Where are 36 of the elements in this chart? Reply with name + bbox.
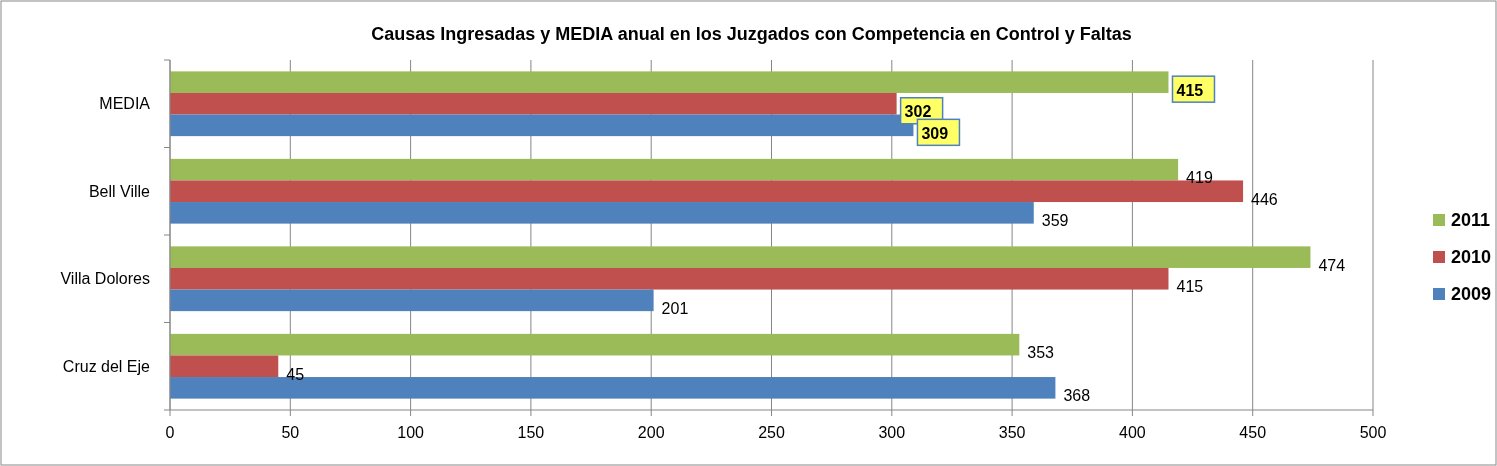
data-label: 415 xyxy=(1176,81,1204,99)
bar xyxy=(170,202,1034,224)
x-tick-label: 500 xyxy=(1359,424,1387,441)
bar xyxy=(170,158,1179,181)
y-tick-label: MEDIA xyxy=(99,95,151,113)
legend-label: 2010 xyxy=(1451,247,1492,268)
chart-title: Causas Ingresadas y MEDIA anual en los Juzgados con Competencia en Control y Faltas xyxy=(371,24,1132,44)
data-label: 353 xyxy=(1027,344,1055,362)
data-label: 446 xyxy=(1251,190,1278,208)
x-tick-label: 100 xyxy=(397,424,425,441)
data-label: 368 xyxy=(1063,387,1091,405)
legend-label: 2009 xyxy=(1451,284,1492,305)
legend-label: 2011 xyxy=(1451,210,1491,231)
x-tick-label: 450 xyxy=(1239,424,1267,441)
x-tick-label: 250 xyxy=(758,424,785,441)
data-label: 302 xyxy=(904,103,932,121)
y-tick-label: Villa Dolores xyxy=(60,270,150,288)
y-tick-label: Bell Ville xyxy=(88,182,151,200)
x-tick-label: 50 xyxy=(281,424,300,441)
bar xyxy=(170,289,654,312)
bar xyxy=(170,355,279,378)
x-tick-label: 0 xyxy=(165,424,175,441)
data-label: 201 xyxy=(661,299,689,317)
x-tick-label: 350 xyxy=(998,424,1026,441)
x-tick-label: 150 xyxy=(517,424,545,441)
y-tick-label: Cruz del Eje xyxy=(62,357,151,375)
x-tick-label: 300 xyxy=(878,424,906,441)
x-tick-label: 400 xyxy=(1119,424,1146,441)
bar xyxy=(170,246,1311,268)
data-label: 474 xyxy=(1318,256,1346,274)
bar xyxy=(170,267,1169,290)
data-label: 309 xyxy=(921,124,949,142)
data-label: 415 xyxy=(1176,278,1204,296)
x-tick-label: 200 xyxy=(637,424,665,441)
bar xyxy=(170,333,1020,356)
data-label: 359 xyxy=(1041,212,1069,230)
